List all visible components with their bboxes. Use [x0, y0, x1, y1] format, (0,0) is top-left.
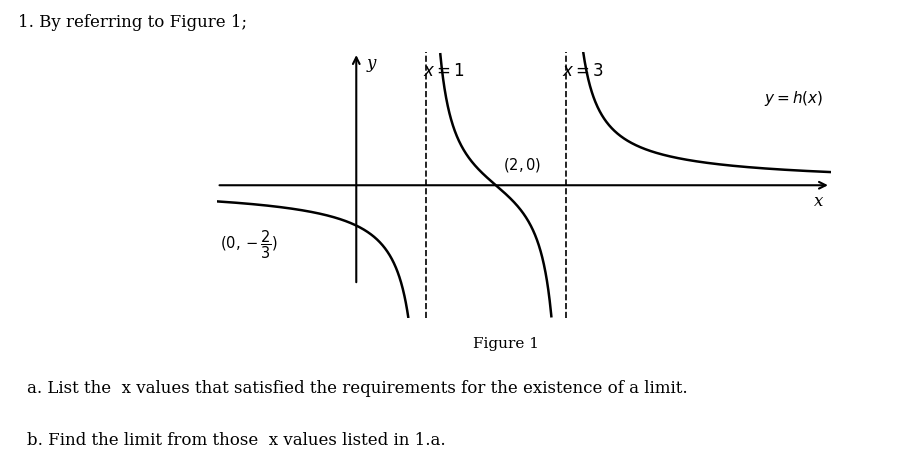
Text: a. List the  x values that satisfied the requirements for the existence of a lim: a. List the x values that satisfied the … [27, 380, 687, 397]
Text: $(2, 0)$: $(2, 0)$ [502, 156, 540, 174]
Text: y: y [366, 55, 376, 72]
Text: $x = 1$: $x = 1$ [422, 63, 464, 80]
Text: $y = h(x)$: $y = h(x)$ [764, 89, 823, 108]
Text: b. Find the limit from those  x values listed in 1.a.: b. Find the limit from those x values li… [27, 432, 446, 449]
Text: $x = 3$: $x = 3$ [561, 63, 603, 80]
Text: x: x [814, 192, 823, 209]
Text: 1. By referring to Figure 1;: 1. By referring to Figure 1; [18, 14, 247, 31]
Text: $(0, -\dfrac{2}{3})$: $(0, -\dfrac{2}{3})$ [220, 228, 278, 261]
Text: Figure 1: Figure 1 [472, 337, 538, 351]
